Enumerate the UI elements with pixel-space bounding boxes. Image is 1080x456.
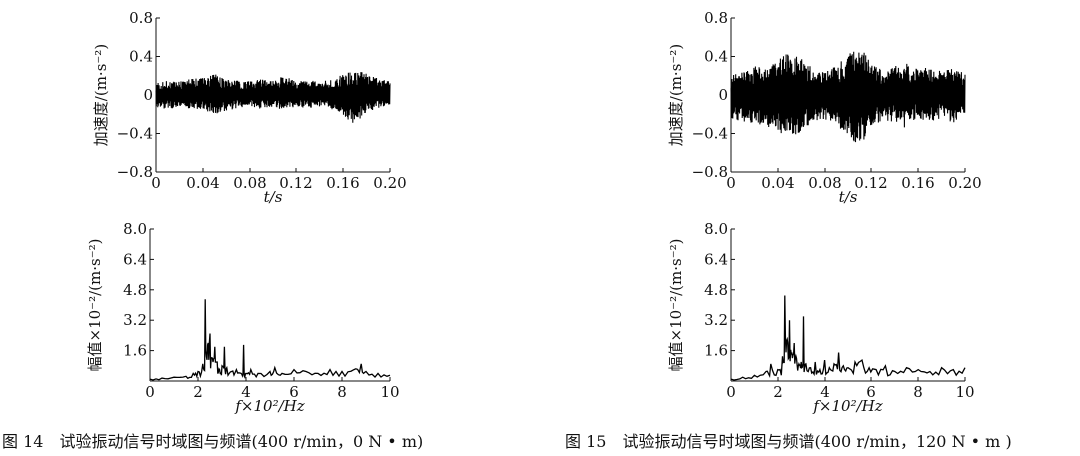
x-tick-label: 0 [726,383,736,401]
y-axis-label: 加速度/(m·s⁻²) [92,44,110,146]
x-tick-label: 0.12 [279,174,312,192]
x-tick-label: 0.20 [373,174,406,192]
y-tick-label: 3.2 [123,311,147,329]
y-tick-label: −0.4 [692,125,728,143]
x-tick-label: 0.12 [854,174,887,192]
spectrum-trace [149,299,391,381]
x-tick-label: 4 [820,383,830,401]
x-tick-label: 2 [773,383,783,401]
y-tick-label: 0.8 [704,9,728,27]
x-tick-label: 0.20 [948,174,981,192]
x-tick-label: 0 [145,383,155,401]
x-tick-label: 0.08 [233,174,266,192]
y-tick-label: 8.0 [123,220,147,238]
x-tick-label: 0 [726,174,736,192]
x-tick-label: 2 [193,383,203,401]
spectrum-trace [730,295,966,381]
y-tick-label: −0.8 [117,163,153,181]
fig14-spectrum-plot: 8.0 6.4 4.8 3.2 1.6 0 2 4 6 8 10 f×10²/Hz 幅值×10⁻²/(m… [86,220,400,415]
x-tick-label: 4 [241,383,251,401]
x-tick-label: 0.04 [186,174,219,192]
x-axis-label: f×10²/Hz [812,397,882,415]
y-tick-label: 3.2 [704,311,728,329]
y-tick-label: 0 [718,86,728,104]
y-tick-label: 0.4 [704,48,728,66]
signal-trace [155,72,391,123]
fig14-time-plot: −0.8 −0.4 0 0.4 0.8 0 0.04 0.08 0.12 0.16 0.20 t/s 加… [92,9,407,206]
y-tick-label: 4.8 [704,281,728,299]
y-tick-label: −0.8 [692,163,728,181]
y-tick-label: 6.4 [123,250,147,268]
x-tick-label: 6 [866,383,876,401]
fig15-time-plot: −0.8 −0.4 0 0.4 0.8 0 0.04 0.08 0.12 0.16 0.20 t/s 加… [667,9,982,206]
x-tick-label: 10 [955,383,974,401]
y-axis-label: 幅值×10⁻²/(m·s⁻²) [667,239,685,372]
x-tick-label: 0.16 [326,174,359,192]
signal-trace [730,51,966,143]
x-tick-label: 8 [913,383,923,401]
y-tick-label: −0.4 [117,125,153,143]
x-tick-label: 8 [337,383,347,401]
y-tick-label: 6.4 [704,250,728,268]
y-tick-label: 0.4 [129,48,153,66]
y-tick-label: 1.6 [123,342,147,360]
fig15-spectrum-plot: 8.0 6.4 4.8 3.2 1.6 0 2 4 6 8 10 f×10²/Hz 幅值×10⁻²/(m… [667,220,975,415]
x-axis-label: f×10²/Hz [234,397,304,415]
y-axis-label: 幅值×10⁻²/(m·s⁻²) [86,239,104,372]
x-tick-label: 0 [151,174,161,192]
x-tick-label: 6 [289,383,299,401]
x-axis-label: t/s [264,188,283,206]
x-tick-label: 0.16 [901,174,934,192]
y-tick-label: 1.6 [704,342,728,360]
x-tick-label: 10 [380,383,399,401]
y-tick-label: 0.8 [129,9,153,27]
x-axis-label: t/s [839,188,858,206]
y-axis-label: 加速度/(m·s⁻²) [667,44,685,146]
x-tick-label: 0.04 [761,174,794,192]
y-tick-label: 0 [143,86,153,104]
x-tick-label: 0.08 [808,174,841,192]
y-tick-label: 4.8 [123,281,147,299]
figure-14-caption: 图 14 试验振动信号时域图与频谱(400 r/min，0 N • m) [2,432,424,451]
figure-15-caption: 图 15 试验振动信号时域图与频谱(400 r/min，120 N • m ) [565,432,1012,451]
y-tick-label: 8.0 [704,220,728,238]
